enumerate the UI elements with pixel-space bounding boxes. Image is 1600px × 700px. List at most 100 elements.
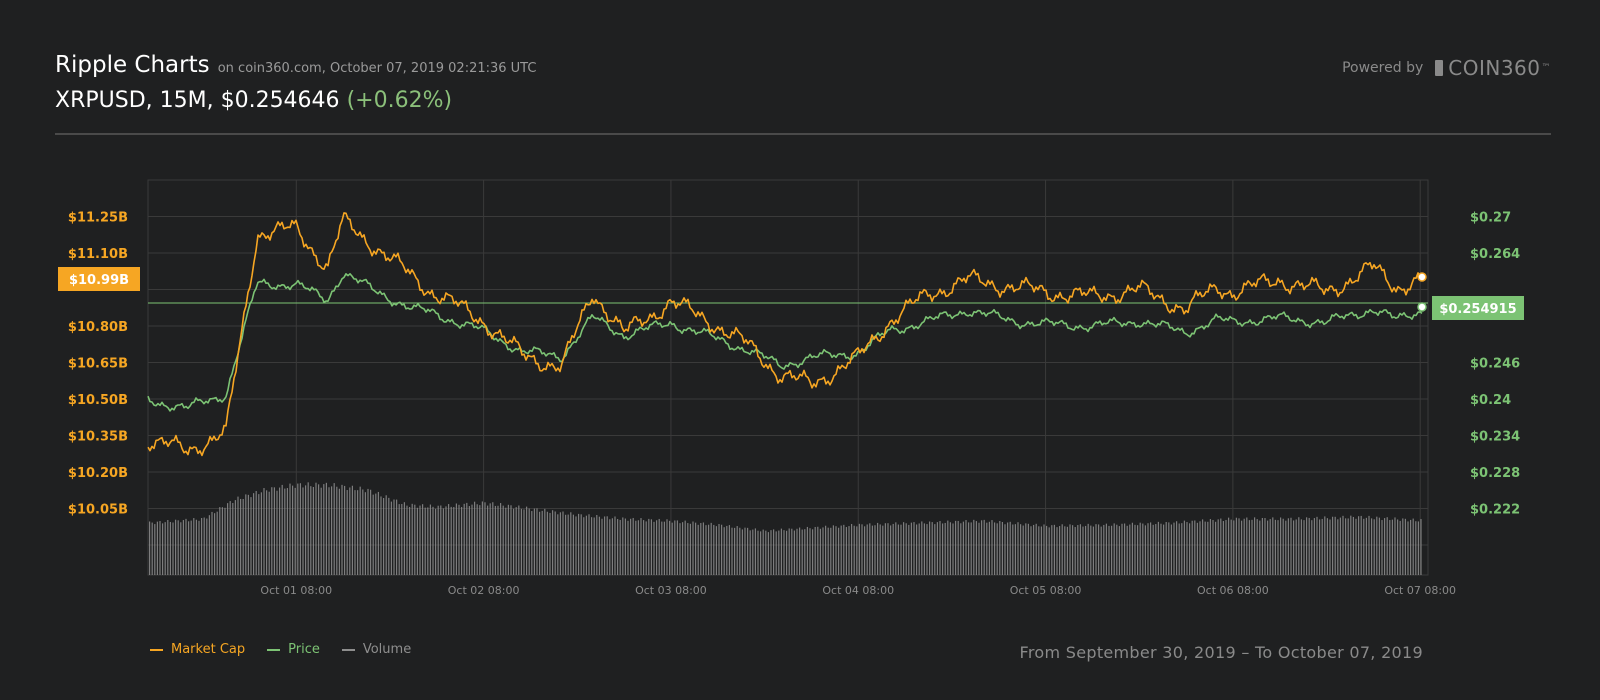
volume-bar xyxy=(351,485,353,575)
volume-bar xyxy=(273,487,275,575)
volume-bar xyxy=(1160,523,1162,575)
legend-item-price[interactable]: Price xyxy=(267,642,320,657)
volume-bar xyxy=(830,527,832,575)
volume-bar xyxy=(214,513,216,575)
volume-bar xyxy=(840,525,842,575)
volume-bar xyxy=(1131,522,1133,575)
volume-bar xyxy=(835,526,837,575)
volume-bar xyxy=(1384,518,1386,575)
volume-bar xyxy=(1386,517,1388,575)
volume-bar xyxy=(1394,517,1396,575)
volume-bar xyxy=(619,519,621,575)
volume-bar xyxy=(185,518,187,575)
volume-bar xyxy=(297,483,299,575)
powered-by[interactable]: Powered by COIN360 ™ xyxy=(1342,56,1551,80)
volume-bar xyxy=(349,487,351,575)
volume-bar xyxy=(591,517,593,575)
volume-bar xyxy=(1170,524,1172,575)
volume-bar xyxy=(419,505,421,575)
volume-bar xyxy=(494,505,496,575)
volume-bar xyxy=(1368,515,1370,575)
legend-item-volume[interactable]: Volume xyxy=(341,642,411,657)
volume-bar xyxy=(1090,525,1092,575)
volume-bar xyxy=(921,521,923,575)
volume-bar xyxy=(518,505,520,575)
price-line xyxy=(147,273,1423,412)
volume-bar xyxy=(1012,524,1014,575)
volume-bar xyxy=(562,511,564,575)
volume-bar xyxy=(1046,525,1048,575)
volume-bar xyxy=(991,520,993,575)
volume-bar xyxy=(708,524,710,575)
volume-bar xyxy=(809,528,811,575)
volume-bar xyxy=(520,508,522,575)
volume-bar xyxy=(1251,519,1253,575)
volume-bar xyxy=(981,520,983,575)
volume-bar xyxy=(1126,525,1128,575)
legend-item-market-cap[interactable]: Market Cap xyxy=(150,642,245,657)
volume-bar xyxy=(1183,520,1185,575)
volume-bar xyxy=(1082,526,1084,575)
volume-bar xyxy=(908,524,910,575)
volume-bar xyxy=(466,502,468,575)
coin360-brand-text: COIN360 xyxy=(1448,56,1541,80)
volume-bar xyxy=(1152,524,1154,575)
volume-bar xyxy=(258,494,260,575)
volume-bar xyxy=(505,507,507,575)
volume-bar xyxy=(1020,524,1022,575)
volume-bar xyxy=(1371,518,1373,575)
volume-bar xyxy=(624,518,626,575)
volume-bar xyxy=(1248,520,1250,575)
volume-bar xyxy=(492,502,494,575)
volume-bar xyxy=(471,504,473,575)
volume-bar xyxy=(614,516,616,575)
volume-bar xyxy=(565,514,567,575)
volume-bar xyxy=(975,521,977,575)
volume-bar xyxy=(1412,518,1414,575)
powered-by-label: Powered by xyxy=(1342,60,1424,76)
legend-swatch-market-cap xyxy=(150,648,163,651)
volume-bar xyxy=(1030,526,1032,575)
volume-bar xyxy=(705,525,707,575)
volume-bar xyxy=(1113,523,1115,575)
volume-bar xyxy=(596,514,598,575)
coin360-logo-icon xyxy=(1435,60,1444,76)
volume-bar xyxy=(442,508,444,575)
volume-bar xyxy=(791,528,793,575)
volume-bar xyxy=(1048,527,1050,575)
volume-bar xyxy=(1144,525,1146,575)
volume-bar xyxy=(1246,517,1248,575)
volume-bar xyxy=(1207,521,1209,575)
volume-bar xyxy=(1332,516,1334,575)
volume-bar xyxy=(552,510,554,575)
volume-bar xyxy=(903,522,905,575)
volume-bar xyxy=(1051,525,1053,575)
volume-bar xyxy=(227,503,229,575)
volume-bar xyxy=(804,529,806,575)
volume-bar xyxy=(645,521,647,575)
volume-bar xyxy=(721,524,723,575)
volume-bar xyxy=(523,509,525,575)
volume-bar xyxy=(671,522,673,575)
volume-bar xyxy=(177,520,179,575)
volume-bar xyxy=(448,504,450,575)
trademark-mark: ™ xyxy=(1541,63,1551,73)
volume-bar xyxy=(396,499,398,575)
volume-bar xyxy=(263,488,265,575)
volume-bar xyxy=(1025,523,1027,575)
volume-bar xyxy=(588,514,590,575)
volume-bar xyxy=(1105,523,1107,575)
volume-bar xyxy=(986,522,988,575)
volume-bar xyxy=(515,507,517,575)
volume-bar xyxy=(949,522,951,575)
volume-bar xyxy=(531,511,533,575)
volume-bar xyxy=(1181,523,1183,575)
volume-bar xyxy=(1168,522,1170,575)
volume-bar xyxy=(1360,515,1362,575)
volume-bar xyxy=(1098,524,1100,575)
legend-swatch-volume xyxy=(341,648,355,651)
volume-bar xyxy=(328,487,330,575)
volume-bar xyxy=(526,506,528,575)
volume-bar xyxy=(502,505,504,575)
